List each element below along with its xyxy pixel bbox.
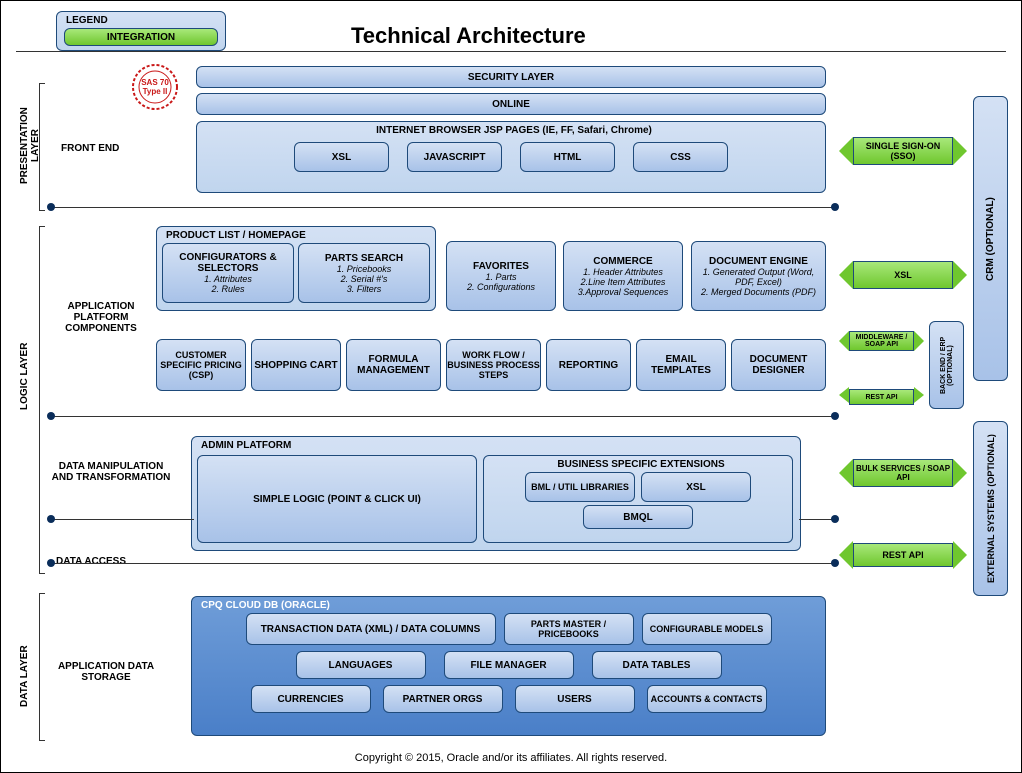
data-access-label: DATA ACCESS (56, 556, 126, 567)
sso-arrow: SINGLE SIGN-ON (SSO) (853, 137, 953, 165)
bus-ext-title: BUSINESS SPECIFIC EXTENSIONS (487, 459, 789, 470)
restapi2-arrow: REST API (853, 543, 953, 567)
bus-ext-container: BUSINESS SPECIFIC EXTENSIONS BML / UTIL … (483, 455, 793, 543)
product-list-container: PRODUCT LIST / HOMEPAGE CONFIGURATORS & … (156, 226, 436, 311)
xsl-arrow: XSL (853, 261, 953, 289)
currencies-box: CURRENCIES (251, 685, 371, 713)
simple-logic-box: SIMPLE LOGIC (POINT & CLICK UI) (197, 455, 477, 543)
css-box: CSS (633, 142, 728, 172)
backend-box: BACK END / ERP (OPTIONAL) (929, 321, 964, 409)
frontend-label: FRONT END (61, 143, 119, 154)
middleware-arrow: MIDDLEWARE / SOAP API (849, 331, 914, 351)
reporting-box: REPORTING (546, 339, 631, 391)
bulk-arrow: BULK SERVICES / SOAP API (853, 459, 953, 487)
restapi1-arrow: REST API (849, 389, 914, 405)
bml-box: BML / UTIL LIBRARIES (525, 472, 635, 502)
svg-text:Type II: Type II (143, 87, 168, 96)
app-components-label: APPLICATION PLATFORM COMPONENTS (51, 301, 151, 334)
jsp-container: INTERNET BROWSER JSP PAGES (IE, FF, Safa… (196, 121, 826, 193)
email-box: EMAIL TEMPLATES (636, 339, 726, 391)
javascript-box: JAVASCRIPT (407, 142, 502, 172)
xsl-box: XSL (294, 142, 389, 172)
legend-title: LEGEND (60, 15, 222, 26)
languages-box: LANGUAGES (296, 651, 426, 679)
legend-integration: INTEGRATION (64, 28, 218, 46)
users-box: USERS (515, 685, 635, 713)
sas70-stamp: SAS 70 Type II (131, 63, 179, 111)
xsl-admin-box: XSL (641, 472, 751, 502)
crm-box: CRM (OPTIONAL) (973, 96, 1008, 381)
file-manager-box: FILE MANAGER (444, 651, 574, 679)
transaction-data-box: TRANSACTION DATA (XML) / DATA COLUMNS (246, 613, 496, 645)
data-tables-box: DATA TABLES (592, 651, 722, 679)
workflow-box: WORK FLOW / BUSINESS PROCESS STEPS (446, 339, 541, 391)
parts-search-box: PARTS SEARCH 1. Pricebooks 2. Serial #'s… (298, 243, 430, 303)
app-storage-label: APPLICATION DATA STORAGE (56, 661, 156, 683)
html-box: HTML (520, 142, 615, 172)
jsp-title: INTERNET BROWSER JSP PAGES (IE, FF, Safa… (200, 125, 822, 136)
cart-box: SHOPPING CART (251, 339, 341, 391)
online-box: ONLINE (196, 93, 826, 115)
bmql-box: BMQL (583, 505, 693, 529)
doc-engine-box: DOCUMENT ENGINE 1. Generated Output (Wor… (691, 241, 826, 311)
formula-box: FORMULA MANAGEMENT (346, 339, 441, 391)
presentation-layer-label: PRESENTATION LAYER (19, 91, 41, 201)
product-list-title: PRODUCT LIST / HOMEPAGE (160, 230, 432, 241)
db-title: CPQ CLOUD DB (ORACLE) (195, 600, 822, 611)
svg-text:SAS 70: SAS 70 (141, 78, 169, 87)
csp-box: CUSTOMER SPECIFIC PRICING (CSP) (156, 339, 246, 391)
accounts-box: ACCOUNTS & CONTACTS (647, 685, 767, 713)
parts-master-box: PARTS MASTER / PRICEBOOKS (504, 613, 634, 645)
logic-layer-label: LOGIC LAYER (19, 301, 30, 451)
legend-box: LEGEND INTEGRATION (56, 11, 226, 51)
configurators-box: CONFIGURATORS & SELECTORS 1. Attributes … (162, 243, 294, 303)
docdes-box: DOCUMENT DESIGNER (731, 339, 826, 391)
admin-title: ADMIN PLATFORM (195, 440, 797, 451)
commerce-box: COMMERCE 1. Header Attributes 2.Line Ite… (563, 241, 683, 311)
partner-orgs-box: PARTNER ORGS (383, 685, 503, 713)
data-layer-label: DATA LAYER (19, 631, 30, 721)
favorites-box: FAVORITES 1. Parts 2. Configurations (446, 241, 556, 311)
db-container: CPQ CLOUD DB (ORACLE) TRANSACTION DATA (… (191, 596, 826, 736)
config-models-box: CONFIGURABLE MODELS (642, 613, 772, 645)
security-layer-box: SECURITY LAYER (196, 66, 826, 88)
external-box: EXTERNAL SYSTEMS (OPTIONAL) (973, 421, 1008, 596)
data-manip-label: DATA MANIPULATION AND TRANSFORMATION (51, 461, 171, 483)
admin-platform-container: ADMIN PLATFORM SIMPLE LOGIC (POINT & CLI… (191, 436, 801, 551)
copyright: Copyright © 2015, Oracle and/or its affi… (1, 752, 1021, 764)
page-title: Technical Architecture (351, 23, 586, 49)
